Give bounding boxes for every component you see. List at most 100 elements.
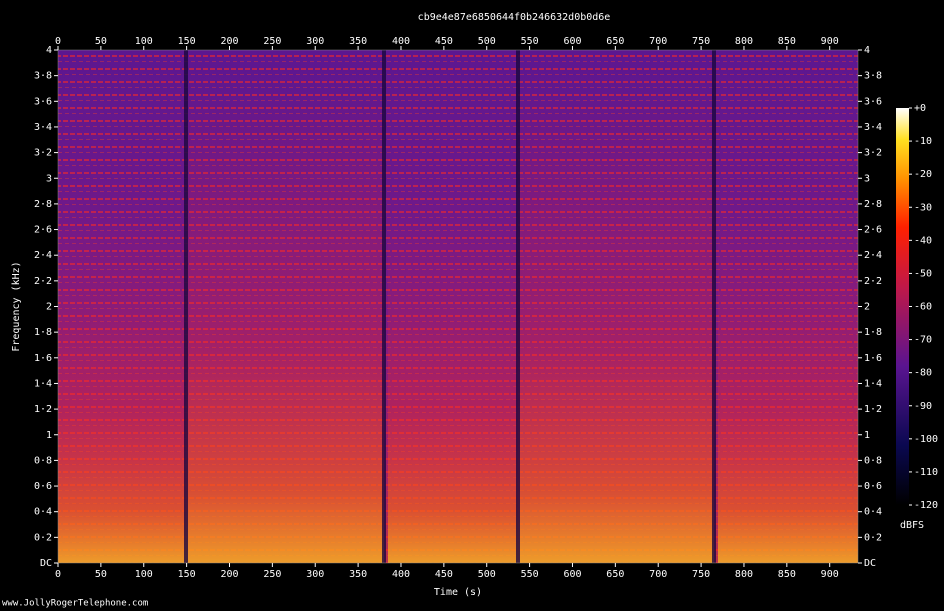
x-tick-label: 550 xyxy=(521,569,539,580)
y-tick-label: 3·8 xyxy=(34,71,52,82)
x-tick-label: 300 xyxy=(306,569,324,580)
x-tick-label: 300 xyxy=(306,36,324,47)
x-tick-label: 0 xyxy=(55,36,61,47)
spectrogram-energy xyxy=(388,210,518,563)
y-tick-label: 3·2 xyxy=(864,148,882,159)
y-tick-label: 2·8 xyxy=(34,199,52,210)
y-tick-label: 4 xyxy=(864,45,870,56)
y-tick-label: 3·6 xyxy=(34,96,52,107)
x-tick-label: 650 xyxy=(606,36,624,47)
y-tick-label: 3·6 xyxy=(864,96,882,107)
colorbar-tick-label: +0 xyxy=(914,103,926,114)
x-tick-label: 50 xyxy=(95,569,107,580)
y-tick-label: 3·8 xyxy=(864,71,882,82)
spectrogram-gap xyxy=(184,50,188,563)
colorbar-tick-label: -60 xyxy=(914,302,932,313)
y-tick-label: 1 xyxy=(864,430,870,441)
y-tick-label: 1·6 xyxy=(34,353,52,364)
y-tick-label: 2 xyxy=(46,302,52,313)
y-tick-label: 3 xyxy=(46,173,52,184)
x-tick-label: 450 xyxy=(435,36,453,47)
colorbar-label: dBFS xyxy=(900,520,924,531)
colorbar-tick-label: -40 xyxy=(914,235,932,246)
x-tick-label: 50 xyxy=(95,36,107,47)
spectrogram-energy xyxy=(518,90,714,563)
spectrogram-gap xyxy=(712,50,716,563)
spectrogram-energy xyxy=(58,210,186,563)
y-tick-label: 0·2 xyxy=(864,532,882,543)
x-tick-label: 350 xyxy=(349,36,367,47)
spectrogram-energy xyxy=(186,90,384,563)
x-tick-label: 150 xyxy=(178,569,196,580)
colorbar-tick-label: -70 xyxy=(914,335,932,346)
y-tick-label: 1·2 xyxy=(864,404,882,415)
y-tick-label: 0·6 xyxy=(34,481,52,492)
colorbar-tick-label: -20 xyxy=(914,169,932,180)
x-tick-label: 700 xyxy=(649,36,667,47)
y-tick-label: 2·8 xyxy=(864,199,882,210)
x-axis-label: Time (s) xyxy=(434,587,482,598)
colorbar-tick-label: -80 xyxy=(914,368,932,379)
x-tick-label: 800 xyxy=(735,569,753,580)
footer: www.JollyRogerTelephone.com xyxy=(2,599,148,609)
y-tick-label: 2·4 xyxy=(34,250,52,261)
x-tick-label: 200 xyxy=(220,36,238,47)
y-tick-label: 0·8 xyxy=(34,455,52,466)
colorbar-tick-label: -100 xyxy=(914,434,938,445)
y-tick-label: 0·4 xyxy=(34,507,52,518)
y-tick-label: 1·2 xyxy=(34,404,52,415)
y-tick-label: DC xyxy=(40,558,52,569)
y-tick-label: 2 xyxy=(864,302,870,313)
spectrogram-gap xyxy=(382,50,386,563)
x-tick-label: 700 xyxy=(649,569,667,580)
colorbar-tick-label: -90 xyxy=(914,401,932,412)
colorbar-tick-label: -120 xyxy=(914,500,938,511)
y-tick-label: 2·2 xyxy=(864,276,882,287)
chart-title: cb9e4e87e6850644f0b246632d0b0d6e xyxy=(418,12,611,23)
y-tick-label: 1·4 xyxy=(864,378,882,389)
x-tick-label: 400 xyxy=(392,569,410,580)
x-tick-label: 900 xyxy=(821,36,839,47)
y-tick-label: 3·4 xyxy=(864,122,882,133)
x-tick-label: 450 xyxy=(435,569,453,580)
y-tick-label: 1 xyxy=(46,430,52,441)
x-tick-label: 850 xyxy=(778,569,796,580)
x-tick-label: 100 xyxy=(135,36,153,47)
x-tick-label: 900 xyxy=(821,569,839,580)
y-tick-label: 1·8 xyxy=(864,327,882,338)
y-tick-label: DC xyxy=(864,558,876,569)
y-tick-label: 1·4 xyxy=(34,378,52,389)
y-tick-label: 4 xyxy=(46,45,52,56)
x-tick-label: 500 xyxy=(478,569,496,580)
y-axis-label: Frequency (kHz) xyxy=(11,261,22,351)
x-tick-label: 850 xyxy=(778,36,796,47)
x-tick-label: 750 xyxy=(692,36,710,47)
x-tick-label: 800 xyxy=(735,36,753,47)
y-tick-label: 0·4 xyxy=(864,507,882,518)
colorbar-tick-label: -30 xyxy=(914,202,932,213)
x-tick-label: 100 xyxy=(135,569,153,580)
x-tick-label: 650 xyxy=(606,569,624,580)
y-tick-label: 0·6 xyxy=(864,481,882,492)
y-tick-label: 1·6 xyxy=(864,353,882,364)
colorbar-tick-label: -10 xyxy=(914,136,932,147)
x-tick-label: 250 xyxy=(263,36,281,47)
colorbar-tick-label: -50 xyxy=(914,268,932,279)
y-tick-label: 0·8 xyxy=(864,455,882,466)
colorbar-tick-label: -110 xyxy=(914,467,938,478)
x-tick-label: 250 xyxy=(263,569,281,580)
y-tick-label: 1·8 xyxy=(34,327,52,338)
x-tick-label: 150 xyxy=(178,36,196,47)
colorbar xyxy=(896,108,909,505)
x-tick-label: 600 xyxy=(563,36,581,47)
y-tick-label: 2·6 xyxy=(34,225,52,236)
y-tick-label: 2·2 xyxy=(34,276,52,287)
plot-area xyxy=(57,49,859,564)
x-tick-label: 0 xyxy=(55,569,61,580)
x-tick-label: 400 xyxy=(392,36,410,47)
y-tick-label: 2·6 xyxy=(864,225,882,236)
y-tick-label: 3·4 xyxy=(34,122,52,133)
x-tick-label: 750 xyxy=(692,569,710,580)
